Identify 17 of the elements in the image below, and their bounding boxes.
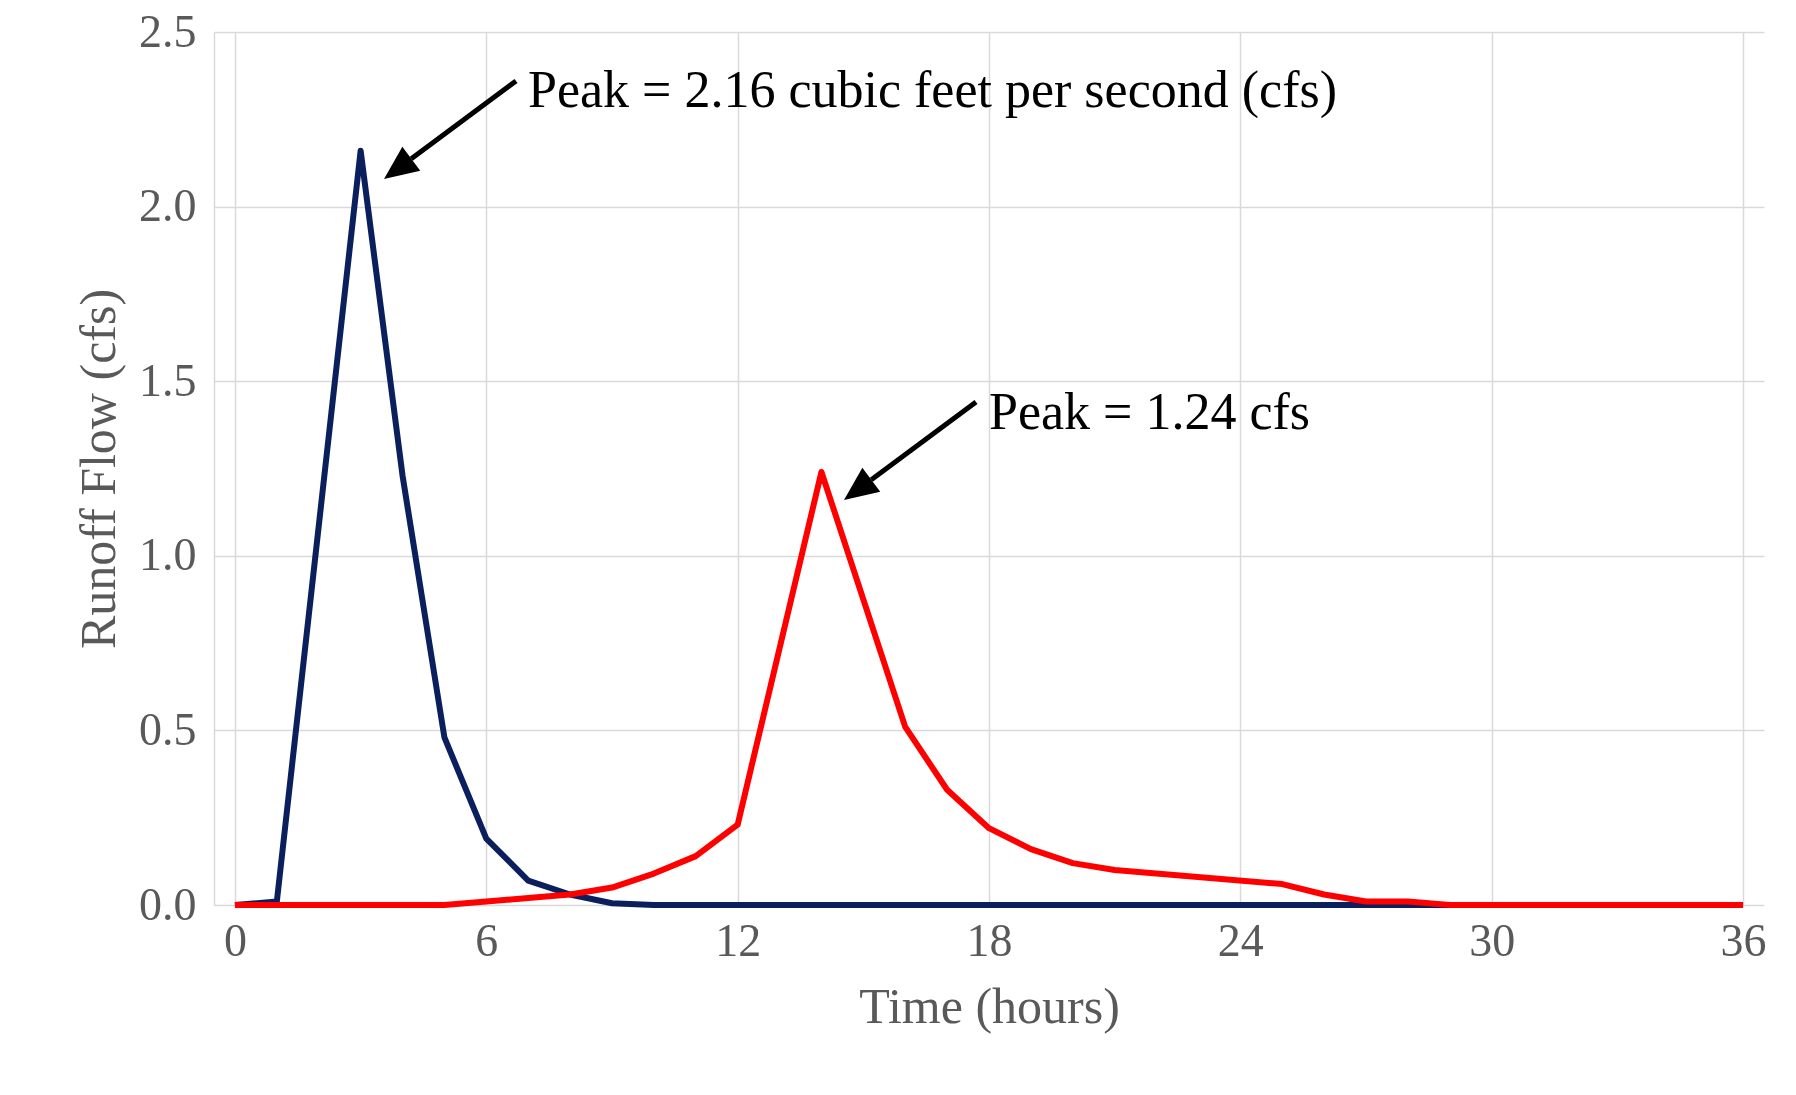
x-tick-label: 36 <box>1720 914 1767 966</box>
y-tick-label: 0.0 <box>139 878 197 930</box>
x-tick-label: 12 <box>715 914 762 966</box>
y-tick-label: 2.5 <box>139 5 197 57</box>
x-tick-label: 18 <box>966 914 1013 966</box>
y-tick-label: 2.0 <box>139 180 197 232</box>
x-tick-label: 24 <box>1217 914 1264 966</box>
x-tick-label: 0 <box>223 914 247 966</box>
y-axis-title: Runoff Flow (cfs) <box>70 288 126 650</box>
x-tick-label: 6 <box>475 914 499 966</box>
x-axis-title: Time (hours) <box>859 977 1120 1034</box>
y-tick-label: 0.5 <box>139 703 197 755</box>
y-tick-label: 1.5 <box>139 354 197 406</box>
annotation: Peak = 2.16 cubic feet per second (cfs) <box>528 61 1337 119</box>
annotation: Peak = 1.24 cfs <box>989 383 1311 440</box>
y-tick-label: 1.0 <box>139 529 197 581</box>
x-tick-label: 30 <box>1469 914 1516 966</box>
